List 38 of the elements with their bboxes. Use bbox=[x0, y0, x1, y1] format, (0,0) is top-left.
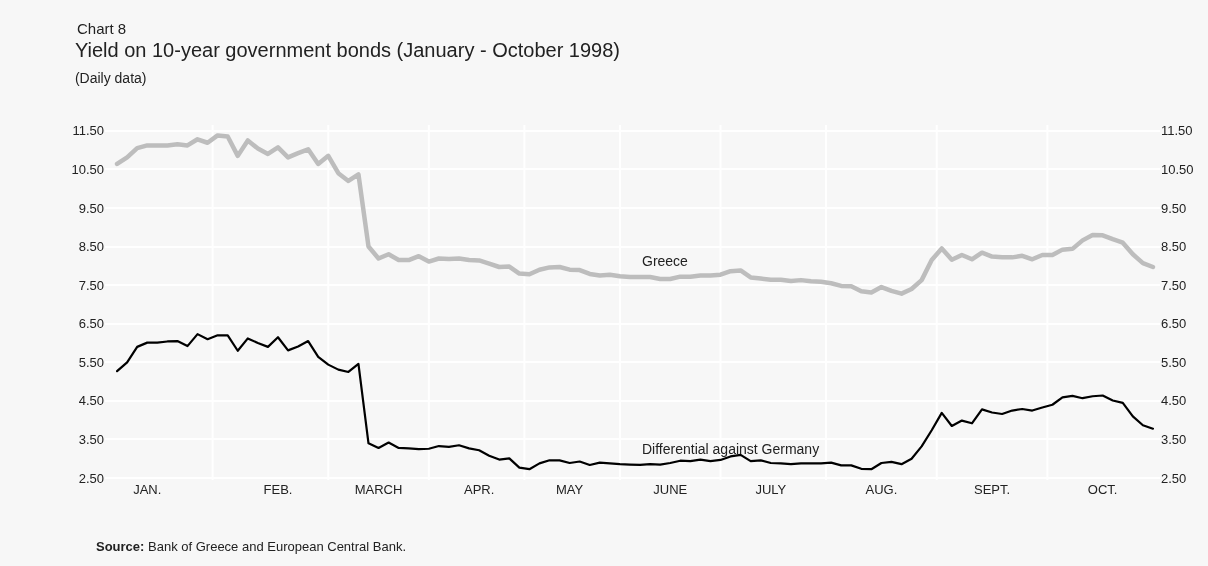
line-series bbox=[115, 333, 1155, 471]
y2-tick-label: 10.50 bbox=[1161, 161, 1194, 177]
line-series bbox=[114, 133, 1156, 296]
x-tick-label: OCT. bbox=[1087, 482, 1118, 497]
y2-tick-label: 6.50 bbox=[1161, 316, 1187, 332]
x-tick-label: APR. bbox=[463, 482, 495, 497]
series-label: Greece bbox=[642, 253, 689, 269]
y-tick-label: 11.50 bbox=[72, 123, 104, 139]
x-tick-label: JAN. bbox=[133, 482, 162, 497]
y-tick-label: 10.50 bbox=[71, 161, 104, 177]
y2-tick-label: 7.50 bbox=[1161, 277, 1187, 293]
y-tick-label: 8.50 bbox=[78, 239, 104, 255]
chart-title: Yield on 10-year government bonds (January - October 1998) bbox=[74, 38, 621, 61]
y-tick-label: 6.50 bbox=[78, 316, 104, 332]
y2-tick-label: 2.50 bbox=[1161, 470, 1187, 486]
series-label: Differential against Germany bbox=[642, 441, 820, 457]
source-note: Source: Bank of Greece and European Central Bank. bbox=[96, 539, 407, 554]
y2-tick-label: 9.50 bbox=[1161, 200, 1187, 216]
y-tick-label: 5.50 bbox=[78, 354, 104, 370]
y2-tick-label: 5.50 bbox=[1161, 354, 1187, 370]
x-tick-label: SEPT. bbox=[973, 482, 1011, 497]
x-tick-label: JUNE bbox=[653, 482, 688, 497]
caption: Chart 8 bbox=[77, 20, 127, 37]
y-tick-label: 9.50 bbox=[78, 200, 104, 216]
y-tick-label: 2.50 bbox=[78, 470, 104, 486]
y-tick-label: 3.50 bbox=[78, 432, 104, 448]
y2-tick-label: 11.50 bbox=[1161, 123, 1193, 139]
y2-tick-label: 8.50 bbox=[1161, 239, 1187, 255]
y2-tick-label: 4.50 bbox=[1161, 393, 1187, 409]
x-tick-label: MAY bbox=[556, 482, 584, 497]
x-tick-label: MARCH bbox=[354, 482, 403, 497]
x-tick-label: JULY bbox=[755, 482, 787, 497]
y2-tick-label: 3.50 bbox=[1161, 432, 1187, 448]
y-tick-label: 4.50 bbox=[78, 393, 104, 409]
x-tick-label: AUG. bbox=[865, 482, 898, 497]
chart-subtitle: (Daily data) bbox=[74, 69, 147, 86]
x-tick-label: FEB. bbox=[263, 482, 293, 497]
y-tick-label: 7.50 bbox=[78, 277, 104, 293]
